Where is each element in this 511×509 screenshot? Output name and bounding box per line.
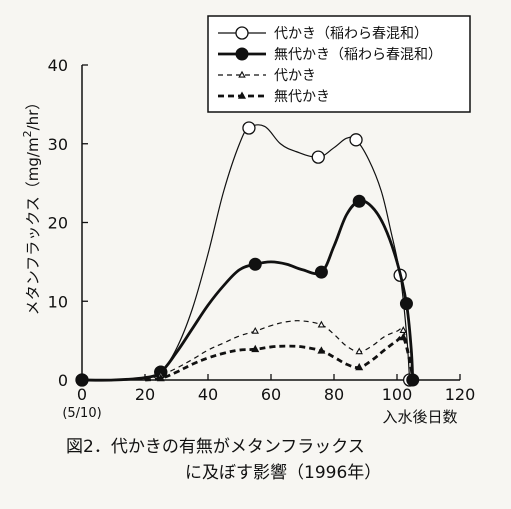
x-tick-label: 120 [445,385,476,404]
x-tick-label: 40 [198,385,218,404]
y-tick-label: 10 [48,292,68,311]
marker-open-triangle [317,320,326,328]
marker-filled-triangle [251,344,260,353]
y-tick-label: 0 [58,371,68,390]
marker-filled-triangle [156,373,165,382]
x-tick-label: 20 [135,385,155,404]
series-layer [75,121,420,387]
series-line [144,334,415,382]
series-line [81,199,415,382]
series-3 [144,320,414,381]
y-tick-label: 30 [48,135,68,154]
y-tick-label: 20 [48,214,68,233]
marker-filled-circle [399,297,413,311]
legend-label: 代かき [274,68,316,84]
marker-open-triangle [399,326,408,333]
legend-item-1: 代かき（稲わら春混和） [218,26,428,42]
x-tick-label: 60 [261,385,281,404]
marker-open-triangle [238,70,246,78]
series-1 [75,121,417,387]
y-axis-title-sup: 2 [21,130,34,137]
x-start-note: (5/10) [62,406,101,421]
legend-item-2: 無代かき（稲わら春混和） [218,47,442,63]
series-line [144,320,414,381]
legend-label: 無代かき [274,89,330,105]
marker-filled-circle [314,265,328,279]
legend-item-4: 無代かき [218,89,330,105]
marker-filled-circle [352,194,366,208]
y-axis-title-tail: /hr） [24,95,42,131]
x-tick-label: 80 [324,385,344,404]
legend-label: 無代かき（稲わら春混和） [274,47,442,63]
legend-item-3: 代かき [218,68,316,84]
series-2 [75,194,420,387]
marker-filled-triangle [317,346,326,354]
series-line [81,124,411,381]
x-tick-label: 100 [382,385,413,404]
y-tick-label: 40 [48,56,68,75]
marker-open-circle [235,26,249,40]
axes: 0 10 20 30 40 0 20 40 60 80 100 120 [48,56,476,404]
figure-caption-line-2: に及ぼす影響（1996年） [185,463,381,483]
marker-open-circle [311,150,325,164]
marker-filled-circle [235,47,249,61]
marker-open-triangle [251,326,259,334]
marker-open-triangle [355,347,363,355]
marker-filled-triangle [237,91,247,99]
figure-caption-line-1: 図2．代かきの有無がメタンフラックス [66,437,365,457]
marker-filled-circle [75,373,89,387]
marker-open-circle [242,121,256,135]
marker-filled-circle [248,257,262,271]
x-axis-title: 入水後日数 [382,408,457,426]
x-tick-label: 0 [77,385,87,404]
marker-open-circle [349,133,363,147]
marker-filled-triangle [355,362,364,371]
y-axis-title-main: メタンフラックス（mg/m [24,137,42,315]
series-4 [144,332,415,382]
legend-label: 代かき（稲わら春混和） [274,26,428,42]
marker-filled-triangle [399,332,408,341]
y-axis-title: メタンフラックス（mg/m2/hr） [21,95,42,316]
